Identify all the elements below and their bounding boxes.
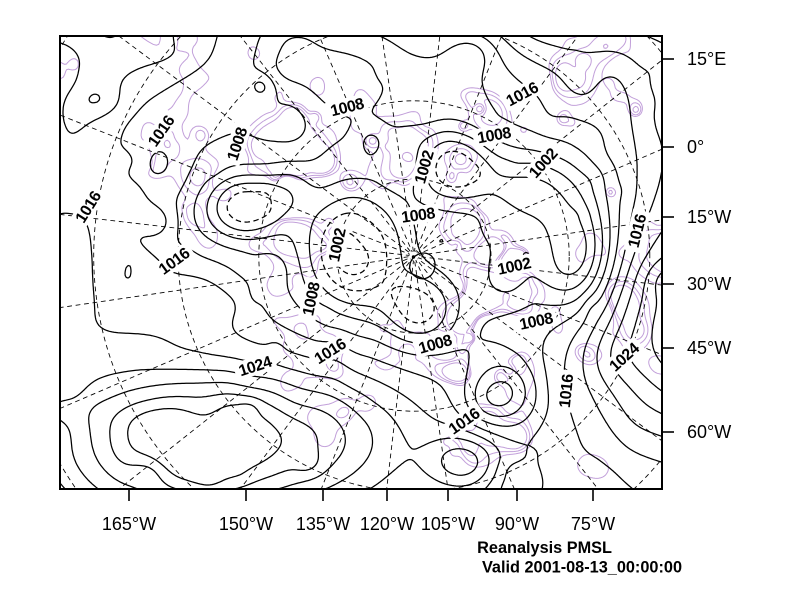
svg-text:120°W: 120°W [360, 514, 414, 534]
svg-text:1016: 1016 [557, 373, 577, 409]
svg-text:1008: 1008 [518, 310, 555, 334]
svg-text:30°W: 30°W [687, 274, 731, 294]
svg-text:150°W: 150°W [219, 514, 273, 534]
svg-text:1008: 1008 [476, 125, 513, 148]
svg-text:15°E: 15°E [687, 49, 726, 69]
svg-text:0°: 0° [687, 137, 704, 157]
svg-text:135°W: 135°W [296, 514, 350, 534]
svg-text:1002: 1002 [496, 255, 533, 279]
svg-text:Reanalysis PMSL: Reanalysis PMSL [477, 539, 612, 557]
svg-text:75°W: 75°W [571, 514, 615, 534]
svg-text:15°W: 15°W [687, 207, 731, 227]
svg-text:1002: 1002 [326, 226, 350, 263]
svg-text:165°W: 165°W [102, 514, 156, 534]
svg-text:1008: 1008 [300, 280, 324, 317]
svg-text:Valid 2001-08-13_00:00:00: Valid 2001-08-13_00:00:00 [482, 559, 682, 577]
svg-text:105°W: 105°W [421, 514, 475, 534]
svg-text:60°W: 60°W [687, 422, 731, 442]
svg-text:1008: 1008 [400, 205, 436, 227]
svg-text:45°W: 45°W [687, 338, 731, 358]
svg-text:90°W: 90°W [495, 514, 539, 534]
